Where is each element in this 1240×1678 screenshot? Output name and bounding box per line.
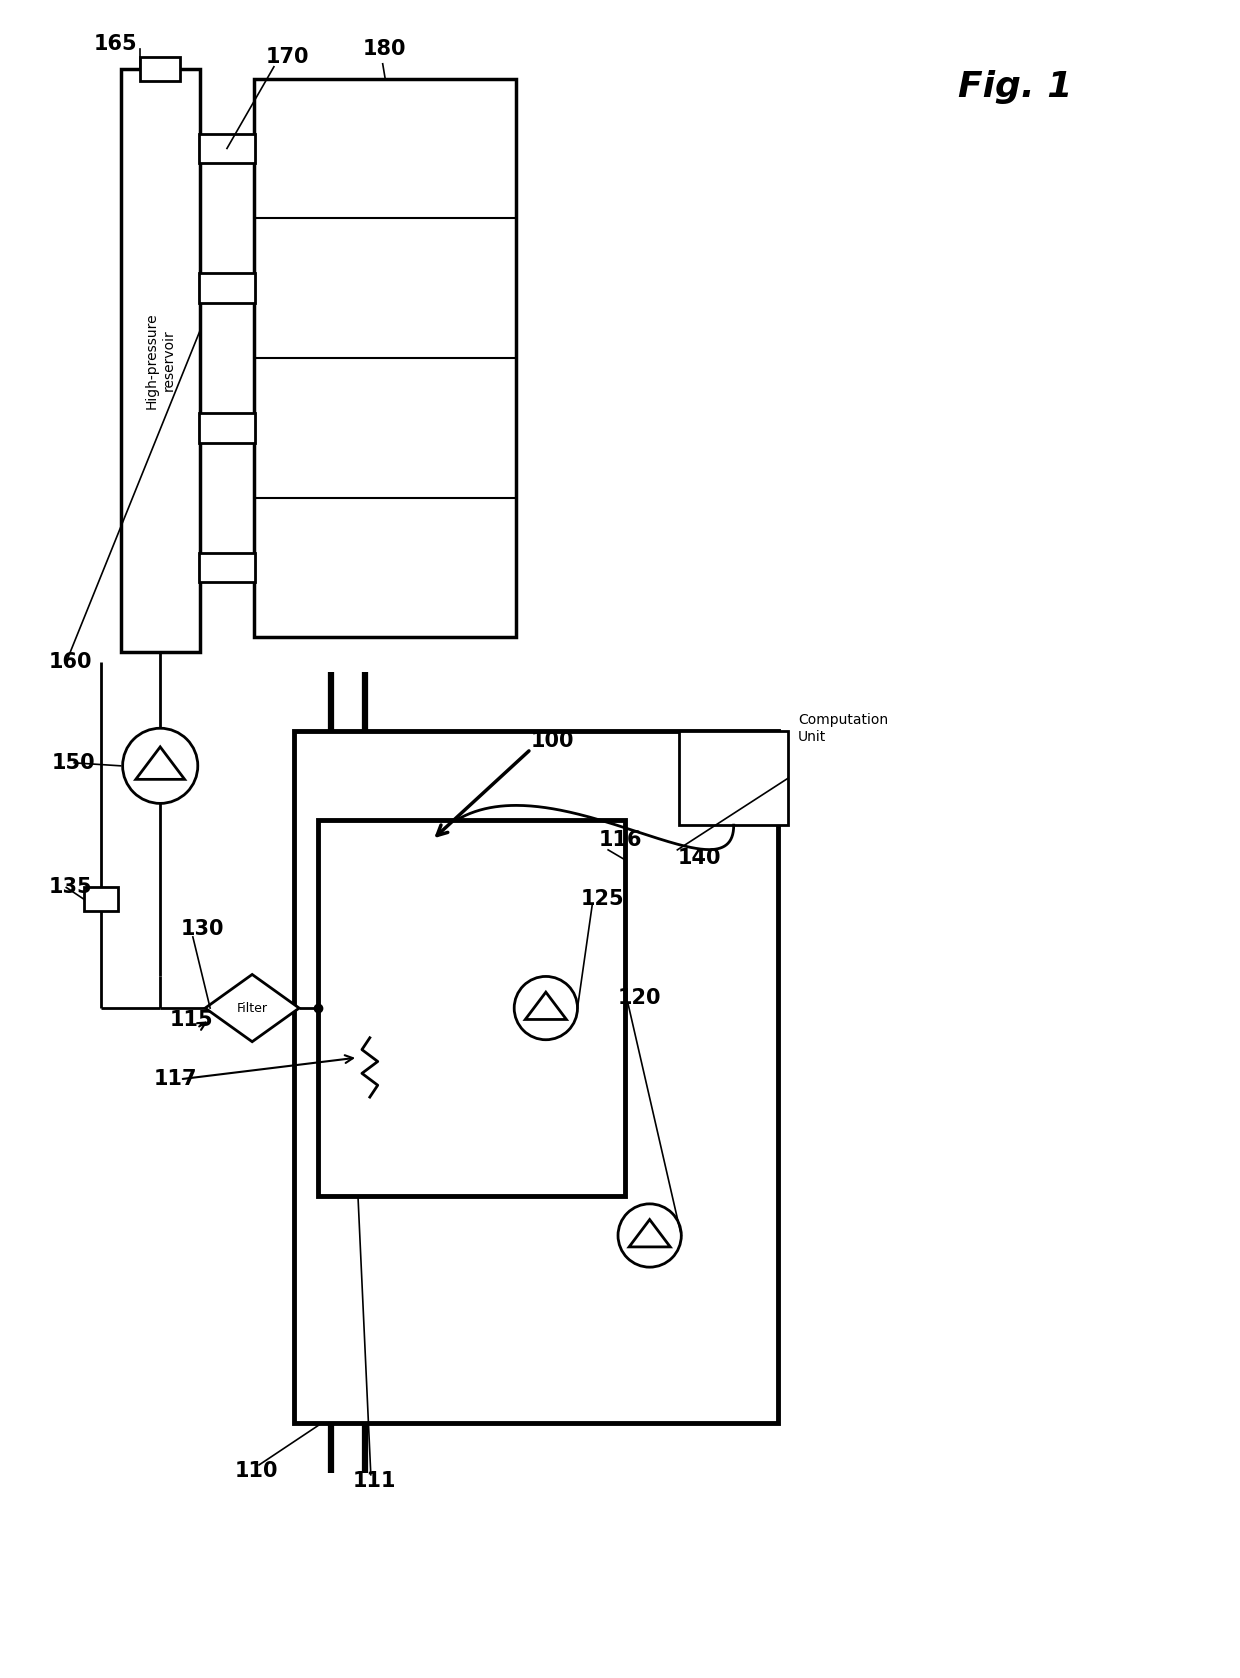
Text: 140: 140: [677, 847, 720, 868]
Text: 115: 115: [170, 1010, 213, 1030]
Circle shape: [618, 1203, 681, 1267]
Bar: [200, 552, 254, 582]
Bar: [200, 413, 254, 443]
Text: Fig. 1: Fig. 1: [959, 69, 1073, 104]
Bar: [294, 732, 779, 1423]
Bar: [200, 274, 254, 304]
Text: 135: 135: [48, 878, 92, 898]
Text: Filter: Filter: [237, 1002, 268, 1015]
Text: 117: 117: [154, 1069, 197, 1089]
Bar: [140, 57, 180, 81]
Bar: [319, 821, 625, 1196]
Text: 180: 180: [363, 39, 407, 59]
Text: 150: 150: [51, 753, 95, 774]
Text: 165: 165: [94, 34, 138, 54]
Polygon shape: [205, 975, 299, 1042]
Bar: [120, 69, 200, 653]
Bar: [254, 79, 516, 638]
Circle shape: [515, 977, 578, 1040]
Text: 125: 125: [580, 889, 624, 909]
Circle shape: [123, 728, 198, 804]
Text: Computation
Unit: Computation Unit: [799, 713, 888, 743]
Bar: [680, 732, 789, 826]
Bar: [200, 134, 254, 163]
Text: 170: 170: [267, 47, 310, 67]
Bar: [84, 888, 118, 911]
Text: 116: 116: [598, 831, 642, 851]
Text: 160: 160: [48, 653, 92, 671]
Text: 120: 120: [618, 988, 661, 1008]
Text: 100: 100: [531, 732, 574, 752]
Text: High-pressure
reservoir: High-pressure reservoir: [145, 312, 175, 409]
Text: 110: 110: [234, 1462, 278, 1482]
Text: 111: 111: [353, 1470, 397, 1490]
Text: 130: 130: [181, 920, 224, 940]
